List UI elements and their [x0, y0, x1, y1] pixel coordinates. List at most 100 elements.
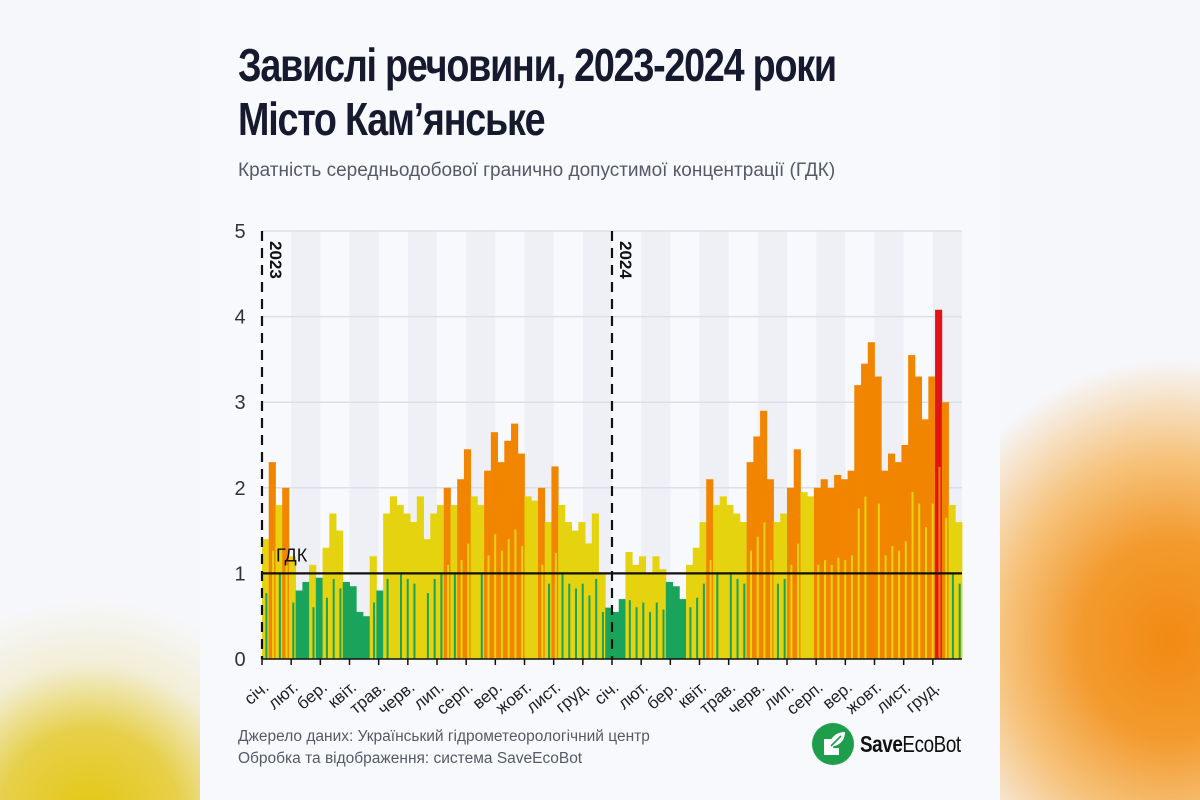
- bar-daily-variation: [346, 616, 349, 659]
- bar-daily-variation: [649, 611, 652, 659]
- bar-daily-variation: [891, 546, 894, 659]
- bar-daily-variation: [918, 503, 921, 659]
- bar-daily-variation: [669, 616, 672, 659]
- bar-daily-variation: [373, 602, 376, 659]
- bar-daily-variation: [702, 583, 705, 659]
- bar-daily-variation: [433, 578, 436, 659]
- bar-daily-variation: [413, 583, 416, 659]
- bar-daily-variation: [487, 555, 490, 659]
- bar-daily-variation: [568, 583, 571, 659]
- bar-daily-variation: [494, 534, 497, 659]
- bar-daily-variation: [924, 527, 927, 659]
- bar-daily-variation: [817, 564, 820, 659]
- bar-daily-variation: [898, 550, 901, 659]
- bar-daily-variation: [938, 466, 941, 659]
- bar-daily-variation: [574, 588, 577, 659]
- bar-daily-variation: [500, 550, 503, 659]
- bar-daily-variation: [319, 614, 322, 659]
- y-tick-label: 1: [234, 563, 245, 585]
- bar-daily-variation: [662, 609, 665, 659]
- bar-daily-variation: [756, 536, 759, 659]
- bar-daily-variation: [682, 626, 685, 659]
- bar-daily-variation: [507, 538, 510, 659]
- bar-daily-variation: [904, 541, 907, 659]
- bar-daily-variation: [393, 569, 396, 659]
- bar-daily-variation: [864, 496, 867, 659]
- bar-daily-variation: [285, 564, 288, 659]
- bar-daily-variation: [709, 560, 712, 659]
- bar-daily-variation: [521, 546, 524, 659]
- bar-daily-variation: [561, 574, 564, 659]
- logo-text-rest: EcoBot: [902, 730, 961, 757]
- bar-daily-variation: [339, 588, 342, 659]
- bar-daily-variation: [272, 550, 275, 659]
- bar-daily-variation: [426, 593, 429, 659]
- background-right: [1000, 0, 1200, 800]
- bar-daily-variation: [716, 574, 719, 659]
- bar-daily-variation: [736, 578, 739, 659]
- bar-daily-variation: [292, 602, 295, 659]
- y-tick-label: 3: [234, 392, 245, 414]
- bar-daily-variation: [595, 578, 598, 659]
- bar-daily-variation: [480, 574, 483, 659]
- month-label: груд.: [902, 678, 943, 717]
- leaf-icon: [812, 723, 854, 765]
- saveecobot-logo: SaveEcoBot: [812, 723, 983, 765]
- y-tick-label: 0: [234, 649, 245, 671]
- bar-daily-variation: [783, 578, 786, 659]
- title-line-1: Завислі речовини, 2023-2024 роки: [238, 39, 837, 91]
- title-line-2: Місто Кам’янське: [238, 93, 546, 145]
- bar-daily-variation: [675, 618, 678, 659]
- bar-daily-variation: [689, 607, 692, 659]
- bar-daily-variation: [474, 569, 477, 659]
- bar-daily-variation: [312, 607, 315, 659]
- bar-daily-variation: [541, 564, 544, 659]
- bar-daily-variation: [265, 593, 268, 659]
- bar-daily-variation: [622, 626, 625, 659]
- bar-daily-variation: [615, 633, 618, 659]
- bar-daily-variation: [642, 602, 645, 659]
- bar-daily-variation: [581, 583, 584, 659]
- bar-daily-variation: [379, 621, 382, 659]
- chart-subtitle: Кратність середньодобової гранично допус…: [238, 160, 836, 181]
- bar-daily-variation: [797, 543, 800, 659]
- bar-daily-variation: [884, 555, 887, 659]
- bar-daily-variation: [803, 567, 806, 659]
- bar-daily-variation: [790, 564, 793, 659]
- bar-daily-variation: [460, 560, 463, 659]
- bar-daily-variation: [601, 611, 604, 659]
- bar-daily-variation: [723, 569, 726, 659]
- bar-daily-variation: [958, 583, 961, 659]
- bar-daily-variation: [554, 553, 557, 659]
- bar-daily-variation: [824, 560, 827, 659]
- bar-daily-variation: [743, 583, 746, 659]
- footer: Джерело даних: Український гідрометеорол…: [238, 726, 650, 770]
- bar-daily-variation: [729, 574, 732, 659]
- page-title: Завислі речовини, 2023-2024 роки Місто К…: [238, 38, 837, 146]
- bar-daily-variation: [635, 607, 638, 659]
- bar-daily-variation: [278, 574, 281, 659]
- bar-daily-variation: [399, 574, 402, 659]
- bar-daily-variation: [850, 555, 853, 659]
- bar-daily-variation: [931, 503, 934, 659]
- bar-daily-variation: [608, 630, 611, 659]
- logo-text: SaveEcoBot: [860, 731, 961, 758]
- bar-daily-variation: [527, 569, 530, 659]
- bar-daily-variation: [352, 618, 355, 659]
- bar-daily-variation: [871, 484, 874, 659]
- bar-daily-variation: [514, 529, 517, 659]
- processing-text: Обробка та відображення: система SaveEco…: [238, 750, 583, 767]
- background-left: [0, 0, 200, 800]
- bar-daily-variation: [467, 543, 470, 659]
- bar-daily-variation: [305, 616, 308, 659]
- bar-daily-variation: [366, 635, 369, 659]
- bar-daily-variation: [406, 578, 409, 659]
- bar-daily-variation: [776, 583, 779, 659]
- bar-daily-variation: [749, 550, 752, 659]
- year-label: 2024: [616, 241, 635, 279]
- bar-daily-variation: [911, 491, 914, 659]
- bar-daily-variation: [628, 600, 631, 659]
- bar-daily-variation: [945, 517, 948, 659]
- bar-daily-variation: [837, 557, 840, 659]
